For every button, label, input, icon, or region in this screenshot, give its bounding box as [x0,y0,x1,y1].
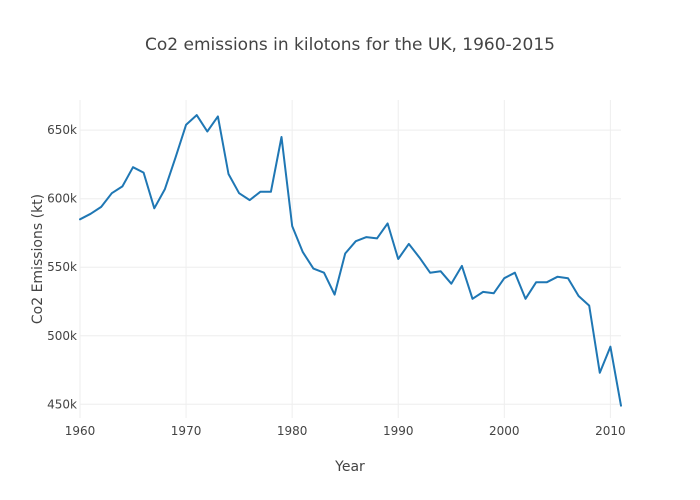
data-point [408,243,410,245]
data-point [578,295,580,297]
data-point [546,281,548,283]
data-point [376,237,378,239]
data-point [418,257,420,259]
x-tick-label: 1980 [277,424,308,438]
data-point [238,192,240,194]
series-layer [79,114,622,407]
data-point [196,114,198,116]
data-point [397,258,399,260]
data-point [100,206,102,208]
data-point [323,272,325,274]
data-point [132,166,134,168]
data-point [153,207,155,209]
data-point [620,405,622,407]
data-point [143,172,145,174]
data-point [121,185,123,187]
x-axis-title: Year [334,459,365,475]
chart-title: Co2 emissions in kilotons for the UK, 19… [145,35,555,55]
x-tick-label: 1970 [171,424,202,438]
y-axis-title: Co2 Emissions (kt) [30,194,46,324]
data-point [228,173,230,175]
data-point [281,136,283,138]
data-point [535,281,537,283]
grid-lines [79,100,621,418]
data-point [440,270,442,272]
data-point [365,236,367,238]
data-point [482,291,484,293]
y-tick-label: 500k [47,329,77,343]
data-point [429,272,431,274]
data-point [503,277,505,279]
data-point [355,240,357,242]
y-tick-label: 600k [47,192,77,206]
data-point [291,225,293,227]
data-point [588,305,590,307]
x-tick-label: 1990 [383,424,414,438]
series-line [79,114,622,407]
data-point [174,157,176,159]
data-point [334,294,336,296]
data-point [164,188,166,190]
data-point [450,283,452,285]
y-tick-label: 450k [47,397,77,411]
y-tick-label: 650k [47,123,77,137]
data-point [599,372,601,374]
y-tick-label: 550k [47,260,77,274]
data-point [90,213,92,215]
data-point [270,191,272,193]
data-point [609,346,611,348]
data-point [556,276,558,278]
data-point [249,199,251,201]
x-tick-label: 2000 [489,424,520,438]
data-point [111,192,113,194]
data-point [471,298,473,300]
data-point [387,222,389,224]
data-point [525,298,527,300]
tick-labels: 450k 500k 550k 600k 650k 1960 1970 1980 1990 2000… [47,123,626,438]
data-point [514,272,516,274]
data-point [259,191,261,193]
data-point [493,292,495,294]
data-point [185,124,187,126]
data-point [79,218,81,220]
data-point [312,268,314,270]
data-point [206,131,208,133]
data-point [461,265,463,267]
data-point [344,253,346,255]
x-tick-label: 1960 [65,424,96,438]
data-point [217,115,219,117]
data-point [302,251,304,253]
x-tick-label: 2010 [595,424,626,438]
data-point [567,277,569,279]
